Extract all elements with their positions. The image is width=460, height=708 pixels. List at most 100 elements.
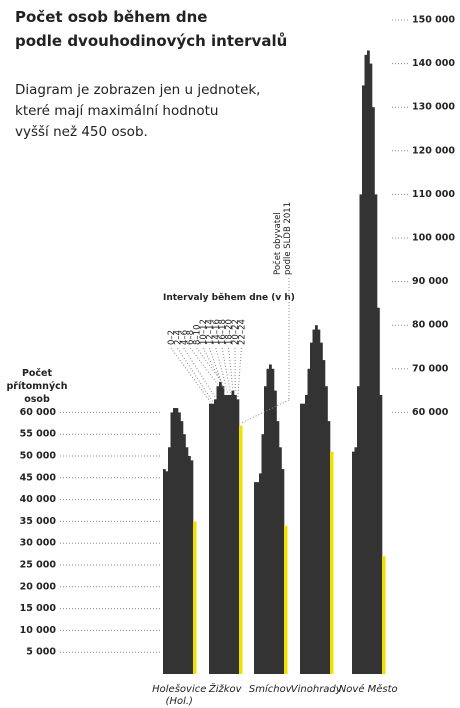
bar	[313, 330, 316, 674]
bar	[272, 369, 275, 674]
leader-line	[238, 348, 242, 397]
bar	[269, 364, 272, 674]
bar	[315, 325, 318, 674]
legend-label: 22–24	[237, 319, 247, 345]
bar	[212, 404, 215, 674]
bar	[173, 408, 176, 674]
bar	[214, 399, 217, 674]
bar	[282, 469, 285, 674]
chart-subtitle: které mají maximální hodnotu	[15, 103, 218, 119]
population-bar	[284, 526, 288, 674]
bar	[259, 473, 262, 674]
y2-tick-label: 90 000	[412, 276, 449, 287]
bar	[237, 399, 240, 674]
bar	[323, 360, 326, 674]
y-tick-label: 15 000	[20, 603, 57, 614]
y-tick-label: 35 000	[20, 516, 57, 527]
leader-line	[197, 348, 221, 380]
y2-tick-label: 70 000	[412, 363, 449, 374]
bar	[191, 460, 194, 674]
bar	[163, 469, 166, 674]
leader-line	[203, 348, 223, 384]
y2-tick-label: 120 000	[412, 145, 455, 156]
bar	[360, 194, 363, 674]
bar	[166, 471, 169, 674]
x-tick-label: Vinohrady	[286, 684, 346, 696]
y-tick-label: 25 000	[20, 560, 57, 571]
bar	[375, 194, 378, 674]
bar	[372, 107, 375, 674]
chart-subtitle: vyšší než 450 osob.	[15, 124, 148, 140]
bar	[178, 412, 181, 674]
y-tick-label: 45 000	[20, 472, 57, 483]
bar	[365, 55, 368, 674]
bar	[224, 395, 227, 674]
bar	[257, 482, 260, 674]
y2-tick-label: 80 000	[412, 320, 449, 331]
chart-subtitle: Diagram je zobrazen jen u jednotek,	[15, 82, 260, 98]
bar	[305, 395, 308, 674]
y2-tick-label: 140 000	[412, 58, 455, 69]
y-tick-label: 30 000	[20, 538, 57, 549]
y2-tick-label: 100 000	[412, 233, 455, 244]
y-tick-label: 20 000	[20, 581, 57, 592]
bar	[318, 330, 321, 674]
bar	[229, 395, 232, 674]
bar	[370, 64, 373, 674]
bar	[325, 386, 328, 674]
y-axis-label: přítomných	[6, 381, 67, 392]
leader-line	[171, 348, 210, 402]
bar	[320, 343, 323, 674]
y2-tick-label: 110 000	[412, 189, 455, 200]
bar	[377, 308, 380, 674]
bar	[367, 51, 370, 674]
y2-tick-label: 130 000	[412, 102, 455, 113]
bar	[264, 386, 267, 674]
population-bar	[193, 521, 197, 674]
bar	[355, 447, 358, 674]
bar	[300, 404, 303, 674]
bar	[254, 482, 257, 674]
y-tick-label: 55 000	[20, 429, 57, 440]
bar	[308, 369, 311, 674]
bar	[310, 343, 313, 674]
leader-line	[229, 348, 233, 389]
bar	[176, 408, 179, 674]
y-axis-label: Počet	[22, 368, 53, 379]
bar	[352, 452, 355, 674]
bar	[186, 447, 189, 674]
bar	[234, 395, 237, 674]
bar	[209, 404, 212, 674]
bar	[357, 386, 360, 674]
bar	[183, 434, 186, 674]
legend-label: Počet obyvatelpodle SLDB 2011	[272, 202, 293, 275]
bar	[277, 421, 280, 674]
bar	[171, 412, 174, 674]
y-axis-label: osob	[24, 394, 50, 405]
population-bar	[239, 425, 243, 674]
bar	[362, 85, 365, 674]
chart-title: Počet osob během dne	[15, 8, 207, 26]
x-tick-label: Nové Město	[338, 684, 398, 696]
y-tick-label: 60 000	[20, 407, 57, 418]
y2-tick-label: 60 000	[412, 407, 449, 418]
y-tick-label: 50 000	[20, 451, 57, 462]
y-tick-label: 40 000	[20, 494, 57, 505]
bar	[262, 434, 265, 674]
bar	[217, 386, 220, 674]
bar	[274, 391, 277, 674]
bar	[219, 382, 222, 674]
legend-title: Intervaly během dne (v h)	[163, 292, 295, 303]
bar	[188, 456, 191, 674]
bar	[279, 447, 282, 674]
bar	[222, 386, 225, 674]
bar	[328, 421, 331, 674]
population-bar	[382, 556, 386, 674]
chart-title: podle dvouhodinových intervalů	[15, 32, 287, 50]
y-tick-label: 5 000	[26, 647, 56, 658]
bar	[227, 395, 230, 674]
population-bar	[330, 452, 334, 674]
bar	[380, 395, 383, 674]
